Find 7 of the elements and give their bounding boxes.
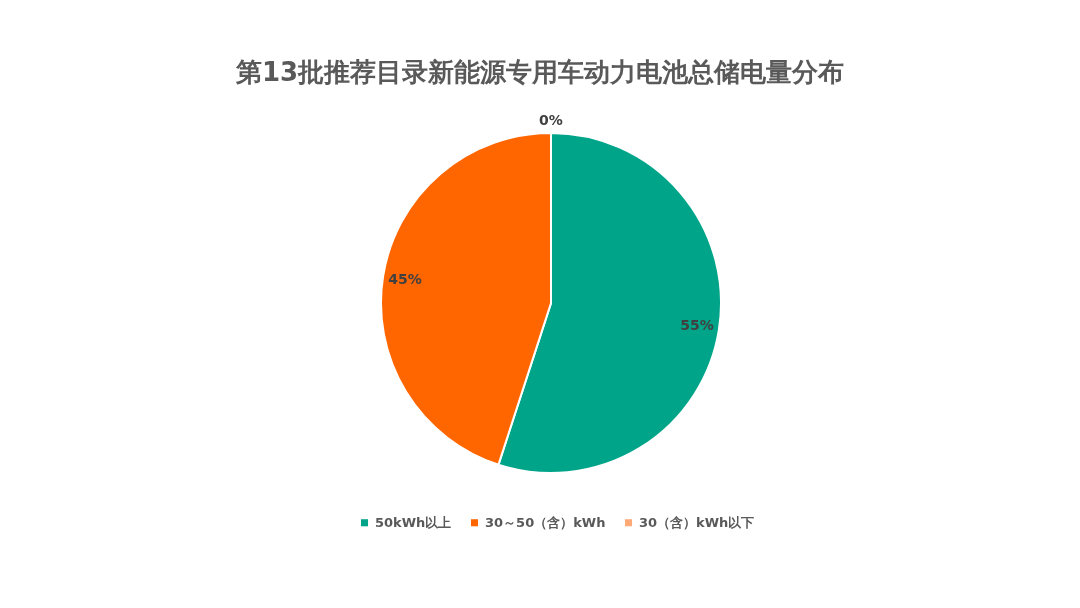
- legend-label: 30（含）kWh以下: [639, 514, 755, 530]
- data-label: 45%: [388, 270, 422, 287]
- text: 0%: [539, 112, 563, 128]
- legend-label: 30～50（含）kWh: [485, 514, 606, 530]
- legend-label: 50kWh以上: [375, 514, 452, 530]
- data-label: 55%: [680, 317, 714, 334]
- chart-title: 第13批推荐目录新能源专用车动力电池总储电量分布: [234, 57, 845, 87]
